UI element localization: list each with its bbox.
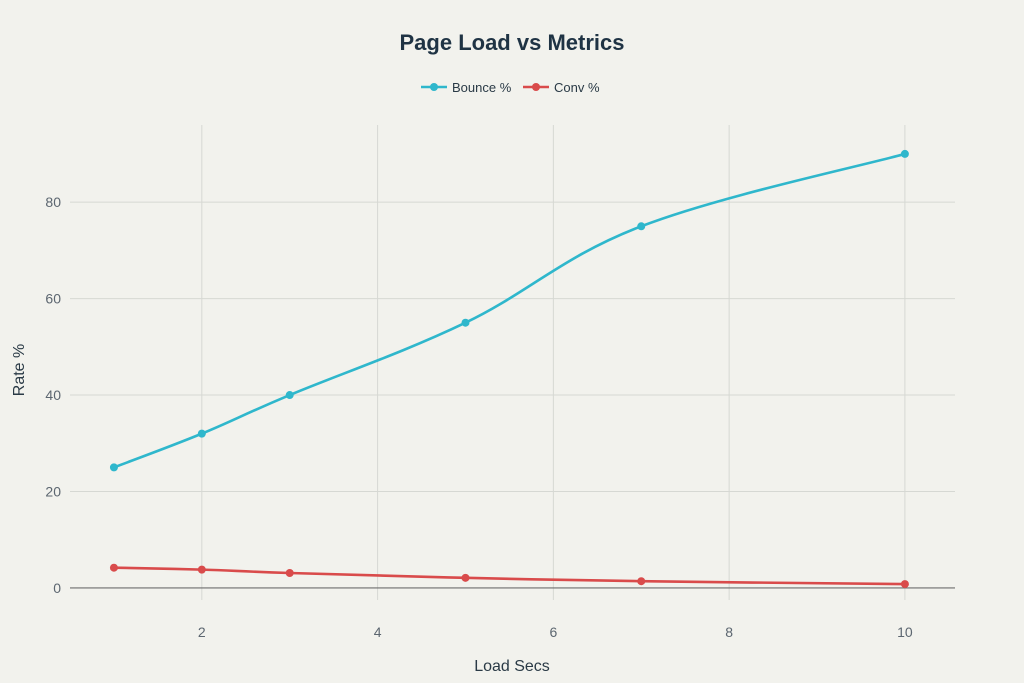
x-axis-title: Load Secs — [474, 658, 550, 675]
data-point-conv[interactable] — [197, 565, 206, 574]
data-point-conv[interactable] — [900, 580, 909, 589]
y-tick-label: 20 — [45, 483, 61, 499]
data-point-bounce[interactable] — [197, 429, 206, 438]
series-line-conv — [113, 566, 905, 586]
x-tick-label: 4 — [374, 624, 382, 640]
data-point-conv[interactable] — [285, 568, 294, 577]
data-point-bounce[interactable] — [285, 391, 294, 400]
x-tick-label: 2 — [198, 624, 206, 640]
data-point-conv[interactable] — [637, 577, 646, 586]
y-tick-label: 40 — [45, 387, 61, 403]
legend-item-conv[interactable]: Conv % — [523, 80, 600, 95]
y-tick-label: 80 — [45, 194, 61, 210]
axis-ticks: 2 4 6 8 10 0 20 40 60 80 — [45, 194, 912, 640]
chart-title: Page Load vs Metrics — [400, 30, 625, 55]
series-lines — [109, 149, 909, 589]
data-point-conv[interactable] — [109, 563, 118, 572]
y-tick-label: 0 — [53, 580, 61, 596]
data-point-bounce[interactable] — [109, 463, 118, 472]
data-point-bounce[interactable] — [900, 149, 909, 158]
grid-lines — [70, 125, 955, 600]
series-line-bounce — [113, 152, 906, 469]
legend-item-bounce[interactable]: Bounce % — [421, 80, 512, 95]
legend-label-bounce: Bounce % — [452, 80, 512, 95]
x-tick-label: 8 — [725, 624, 733, 640]
legend[interactable]: Bounce % Conv % — [421, 80, 600, 95]
x-tick-label: 6 — [549, 624, 557, 640]
data-point-bounce[interactable] — [461, 318, 470, 327]
x-tick-label: 10 — [897, 624, 913, 640]
y-axis-title: Rate % — [11, 344, 28, 396]
series-bounce — [109, 149, 909, 472]
legend-label-conv: Conv % — [554, 80, 600, 95]
series-conv — [109, 563, 909, 589]
data-point-bounce[interactable] — [637, 222, 646, 231]
y-tick-label: 60 — [45, 291, 61, 307]
data-point-conv[interactable] — [461, 573, 470, 582]
